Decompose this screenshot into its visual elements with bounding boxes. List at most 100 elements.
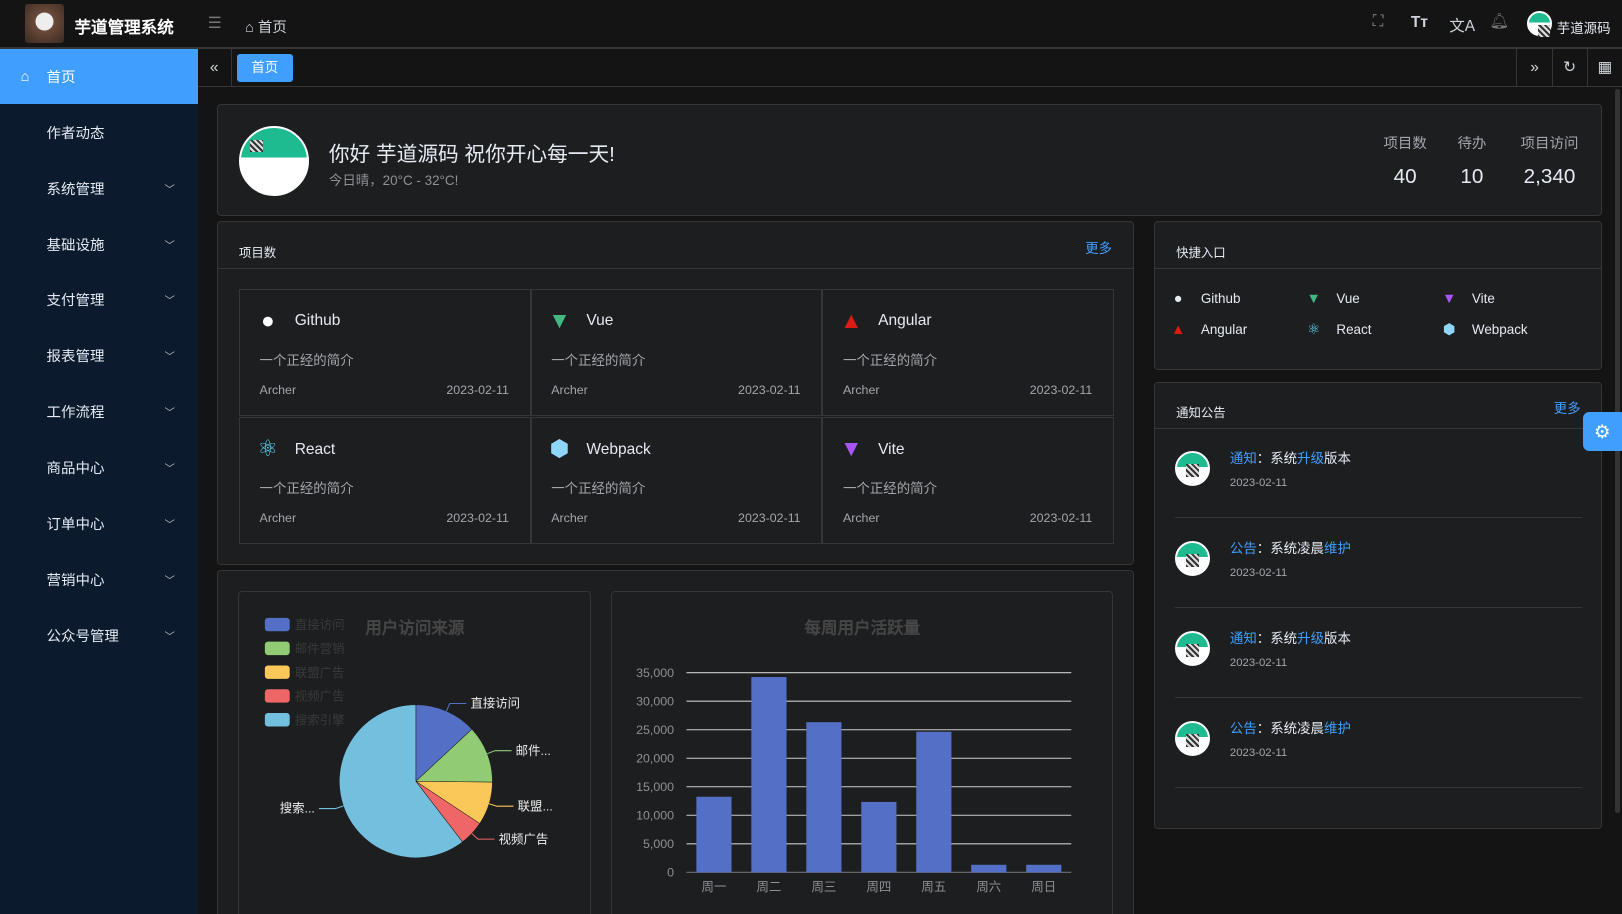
project-name: React xyxy=(294,440,336,458)
notice-item[interactable]: 公告：系统凌晨维护 2023-02-11 xyxy=(1175,518,1582,609)
chevron-down-icon: ﹀ xyxy=(164,296,175,308)
project-name: Github xyxy=(294,312,341,330)
notice-sep: ： xyxy=(1256,720,1271,736)
project-card[interactable]: ▲ Angular 一个正经的简介 Archer 2023-02-11 xyxy=(822,288,1114,416)
project-card[interactable]: ⬢ Webpack 一个正经的简介 Archer 2023-02-11 xyxy=(530,416,823,545)
bar xyxy=(916,731,952,872)
y-tick-label: 35,000 xyxy=(636,665,674,679)
shortcut-vue[interactable]: ▼ Vue xyxy=(1305,291,1359,307)
pie-label-line xyxy=(488,802,514,807)
legend-swatch xyxy=(264,688,290,703)
chart-title: 每周用户活跃量 xyxy=(805,617,921,637)
notice-text: 通知：系统升级版本 xyxy=(1230,627,1351,647)
chevron-down-icon: ﹀ xyxy=(164,408,175,420)
menu-label: 商品中心 xyxy=(46,461,105,478)
notice-text-c: 版本 xyxy=(1324,630,1351,646)
sidebar-item-author[interactable]: 作者动态 xyxy=(0,104,198,160)
project-card[interactable]: ▼ Vite 一个正经的简介 Archer 2023-02-11 xyxy=(822,416,1114,545)
fullscreen-icon[interactable]: ⛶ xyxy=(1372,13,1384,31)
pie-slice-label: 视频广告 xyxy=(499,831,549,846)
legend-swatch xyxy=(264,617,290,631)
weather: 今日晴，20°C - 32°C! xyxy=(328,172,459,188)
projects-card: 项目数 更多 ● Github 一个正经的简介 Archer 2023-02-1… xyxy=(217,221,1134,565)
legend-swatch xyxy=(264,712,290,727)
more-link[interactable]: 更多 xyxy=(1085,240,1112,256)
sidebar-item-order[interactable]: 订单中心 ﹀ xyxy=(0,495,198,551)
shortcut-vite[interactable]: ▼ Vite xyxy=(1441,291,1495,307)
shortcut-webpack[interactable]: ⬢ Webpack xyxy=(1441,322,1528,338)
shortcut-react[interactable]: ⚛ React xyxy=(1305,322,1371,338)
sidebar-item-infra[interactable]: 基础设施 ﹀ xyxy=(0,216,198,272)
project-author: Archer xyxy=(551,510,588,525)
font-size-icon[interactable]: Tт xyxy=(1410,14,1428,32)
notice-item[interactable]: 通知：系统升级版本 2023-02-11 xyxy=(1175,428,1582,519)
scroll-right-icon[interactable]: » xyxy=(1516,48,1551,86)
stat-label: 待办 xyxy=(1457,136,1487,153)
notice-text: 通知：系统升级版本 xyxy=(1230,447,1351,467)
more-link[interactable]: 更多 xyxy=(1553,401,1581,417)
project-card[interactable]: ● Github 一个正经的简介 Archer 2023-02-11 xyxy=(238,288,531,416)
y-tick-label: 10,000 xyxy=(636,808,674,822)
sidebar-item-system[interactable]: 系统管理 ﹀ xyxy=(0,160,198,216)
menu-label: 首页 xyxy=(46,70,76,87)
breadcrumb[interactable]: ⌂ 首页 xyxy=(245,16,287,37)
sidebar-item-marketing[interactable]: 营销中心 ﹀ xyxy=(0,551,198,607)
notice-item[interactable]: 公告：系统凌晨维护 2023-02-11 xyxy=(1175,698,1582,789)
sidebar-item-product[interactable]: 商品中心 ﹀ xyxy=(0,440,198,496)
notice-sep: ： xyxy=(1256,630,1271,646)
bell-icon[interactable]: 🔔︎ xyxy=(1489,13,1510,31)
sidebar-item-pay[interactable]: 支付管理 ﹀ xyxy=(0,272,198,328)
shortcut-label: Vite xyxy=(1471,291,1495,307)
shortcut-angular[interactable]: ▲ Angular xyxy=(1170,322,1247,338)
tab-home[interactable]: 首页 xyxy=(236,53,293,82)
welcome-avatar xyxy=(238,126,310,197)
translate-icon[interactable]: 文A xyxy=(1449,18,1476,36)
menu-label: 系统管理 xyxy=(46,181,105,198)
bar xyxy=(751,676,787,872)
stat-label: 项目数 xyxy=(1383,136,1427,153)
grid-menu-icon[interactable]: ▦ xyxy=(1586,48,1622,86)
chevron-down-icon: ﹀ xyxy=(164,631,175,643)
pie-slice-label: 邮件... xyxy=(516,743,551,757)
y-tick-label: 25,000 xyxy=(636,723,674,737)
project-date: 2023-02-11 xyxy=(446,510,509,525)
notice-sep: ： xyxy=(1256,540,1271,556)
sidebar-item-report[interactable]: 报表管理 ﹀ xyxy=(0,328,198,384)
notice-item[interactable]: 通知：系统升级版本 2023-02-11 xyxy=(1175,608,1582,699)
y-tick-label: 5,000 xyxy=(643,837,674,851)
angular-icon: ▲ xyxy=(1170,321,1186,338)
project-card[interactable]: ▼ Vue 一个正经的简介 Archer 2023-02-11 xyxy=(530,288,823,416)
bar xyxy=(806,721,842,872)
x-tick-label: 周四 xyxy=(867,880,892,894)
pie-chart-panel: 用户访问来源 直接访问 邮件营销 联盟广告 视频广告 搜索引擎 直接访问 邮件... 联盟...… xyxy=(237,590,591,914)
project-date: 2023-02-11 xyxy=(446,382,509,397)
project-card[interactable]: ⚛ React 一个正经的简介 Archer 2023-02-11 xyxy=(238,416,531,545)
project-author: Archer xyxy=(551,382,588,397)
sidebar-item-workflow[interactable]: 工作流程 ﹀ xyxy=(0,384,198,440)
project-desc: 一个正经的简介 xyxy=(842,352,938,368)
chevron-down-icon: ﹀ xyxy=(164,240,175,252)
refresh-icon[interactable]: ↻ xyxy=(1551,48,1587,86)
notice-avatar xyxy=(1175,720,1211,757)
notice-avatar xyxy=(1175,540,1211,577)
sidebar-item-home[interactable]: ⌂ 首页 xyxy=(0,48,198,105)
app-title: 芋道管理系统 xyxy=(74,18,174,38)
notice-text-c: 版本 xyxy=(1324,450,1351,466)
menu-label: 工作流程 xyxy=(46,405,105,422)
welcome-card: 你好 芋道源码 祝你开心每一天! 今日晴，20°C - 32°C! 项目数 40… xyxy=(217,104,1603,217)
collapse-menu-icon[interactable]: ☰ xyxy=(207,15,222,33)
github-icon: ● xyxy=(260,307,275,334)
project-author: Archer xyxy=(842,382,880,397)
user-name[interactable]: 芋道源码 xyxy=(1556,20,1611,36)
notice-date: 2023-02-11 xyxy=(1229,566,1288,579)
scroll-left-icon[interactable]: « xyxy=(198,48,232,86)
project-name: Angular xyxy=(878,312,932,330)
scrollbar[interactable] xyxy=(1614,88,1620,814)
settings-gear-icon[interactable]: ⚙ xyxy=(1582,411,1622,451)
shortcut-github[interactable]: ● Github xyxy=(1170,291,1241,307)
user-avatar[interactable] xyxy=(1526,11,1552,38)
chevron-down-icon: ﹀ xyxy=(164,464,175,476)
project-desc: 一个正经的简介 xyxy=(842,480,938,496)
sidebar-item-mp[interactable]: 公众号管理 ﹀ xyxy=(0,607,198,663)
legend-swatch xyxy=(264,665,290,679)
